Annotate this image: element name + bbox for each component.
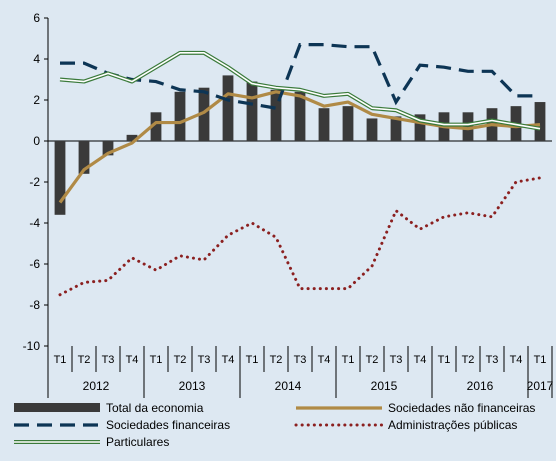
year-label: 2016 [467,379,494,393]
bar [198,87,210,141]
quarter-label: T4 [414,354,427,366]
quarter-label: T1 [534,354,547,366]
bar [462,112,474,141]
quarter-label: T2 [270,354,283,366]
legend-label: Total da economia [106,401,204,415]
bar [222,75,234,141]
bar [126,134,138,141]
quarter-label: T2 [78,354,91,366]
quarter-label: T1 [54,354,67,366]
quarter-label: T1 [438,354,451,366]
bar [414,114,426,141]
y-tick-label: 2 [33,93,40,107]
year-label: 2014 [275,379,302,393]
y-tick-label: 6 [33,11,40,25]
quarter-label: T1 [150,354,163,366]
x-axis: T1 T2 T3 T4 T1 T2 T3 T4 T1 T2 T3 T4 T1 T2 T3 T4 T1 T2 T3 T4… [47,346,554,398]
quarter-label: T3 [390,354,403,366]
bar [246,81,258,141]
legend-swatch [14,403,100,412]
line-sociedades-financeiras [60,43,540,110]
bar [534,102,546,141]
quarter-label: T1 [246,354,259,366]
quarter-label: T3 [294,354,307,366]
legend-label: Administrações públicas [388,418,517,432]
quarter-label: T4 [318,354,331,366]
quarter-label: T4 [126,354,139,366]
bar [102,141,114,156]
line-particulares-inner [59,52,541,130]
y-tick-label: 4 [33,52,40,66]
legend-label: Sociedades não financeiras [388,401,535,415]
quarter-label: T3 [486,354,499,366]
quarter-label: T2 [462,354,475,366]
quarter-label: T4 [510,354,523,366]
y-tick-label: 0 [33,134,40,148]
bar [54,141,66,215]
quarter-label: T1 [342,354,355,366]
legend-label: Sociedades financeiras [106,418,230,432]
year-label: 2012 [83,379,110,393]
bar [78,141,90,174]
bar [174,91,186,141]
bar [366,118,378,141]
bar [294,91,306,141]
y-tick-label: -4 [29,216,40,230]
line-series [58,43,542,297]
quarter-label: T4 [222,354,235,366]
quarter-label: T3 [198,354,211,366]
bar [342,106,354,141]
y-tick-label: -8 [29,298,40,312]
legend-label: Particulares [106,435,169,449]
year-label: 2013 [179,379,206,393]
y-tick-label: -6 [29,257,40,271]
quarter-label: T2 [366,354,379,366]
y-tick-label: -10 [23,339,41,353]
year-label: 2017 [527,379,554,393]
year-label: 2015 [371,379,398,393]
quarter-label: T2 [174,354,187,366]
line-sociedades-nao-financeiras [58,90,541,204]
quarter-label: T3 [102,354,115,366]
legend: Total da economia Sociedades não financei… [14,401,535,449]
line-administracoes-publicas [58,176,542,297]
bar [318,108,330,141]
bar [150,112,162,141]
y-tick-label: -2 [29,175,40,189]
bar [390,116,402,141]
axes: 6 4 2 0 -2 -4 -6 -8 -10 [23,11,552,353]
bar [270,89,282,141]
